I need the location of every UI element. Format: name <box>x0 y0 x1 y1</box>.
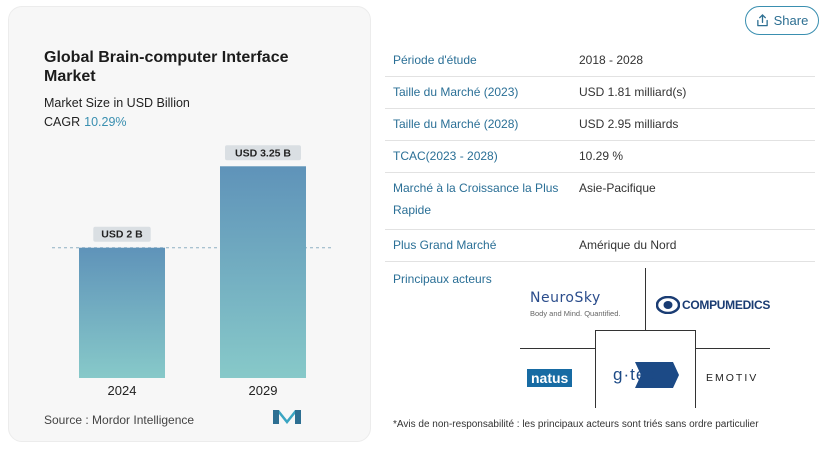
x-tick-label: 2024 <box>108 383 137 398</box>
gtec-logo-mark <box>635 362 679 388</box>
share-button[interactable]: Share <box>745 6 819 35</box>
row-value: USD 1.81 milliard(s) <box>579 85 687 99</box>
row-value: Asie-Pacifique <box>579 181 656 195</box>
emotiv-logo: EMOTIV <box>706 372 759 384</box>
gtec-logo: g·tec <box>611 360 679 390</box>
row-value: Amérique du Nord <box>579 238 677 252</box>
share-icon <box>756 14 768 27</box>
data-label-background <box>225 145 301 161</box>
chart-title: Global Brain-computer Interface Market <box>44 49 289 85</box>
data-label: USD 2 B <box>101 229 143 241</box>
grid-divider <box>520 348 595 349</box>
grid-divider <box>645 268 646 330</box>
share-label: Share <box>773 13 809 28</box>
bar-2029 <box>220 166 306 378</box>
data-label: USD 3.25 B <box>235 147 291 159</box>
table-row: Marché à la Croissance la Plus Rapide As… <box>385 173 815 230</box>
market-facts-table: Période d'étude 2018 - 2028 Taille du Ma… <box>385 45 815 262</box>
x-tick-label: 2029 <box>249 383 278 398</box>
compumedics-logo: COMPUMEDICS <box>656 296 770 314</box>
disclaimer-note: *Avis de non-responsabilité : les princi… <box>393 419 759 430</box>
mordor-intelligence-logo <box>273 410 301 424</box>
grid-divider <box>595 330 695 331</box>
compumedics-mark-icon <box>656 296 680 314</box>
neurosky-tagline: Body and Mind. Quantified. <box>530 309 621 318</box>
cagr-label: CAGR <box>44 115 81 129</box>
grid-divider <box>695 330 696 408</box>
source-note: Source : Mordor Intelligence <box>44 413 195 427</box>
data-label-background <box>93 226 151 242</box>
grid-divider <box>695 348 770 349</box>
table-row: Taille du Marché (2028) USD 2.95 milliar… <box>385 109 815 141</box>
row-value: USD 2.95 milliards <box>579 117 679 131</box>
chart-subtitle: Market Size in USD Billion <box>44 96 190 110</box>
row-label: TCAC(2023 - 2028) <box>393 149 498 163</box>
row-value: 10.29 % <box>579 149 624 163</box>
table-row: Taille du Marché (2023) USD 1.81 milliar… <box>385 77 815 109</box>
market-size-bar-chart: USD 2 B 2024 USD 3.25 B 2029 <box>52 145 334 398</box>
row-label: Taille du Marché (2028) <box>393 117 519 131</box>
table-row: Plus Grand Marché Amérique du Nord <box>385 230 815 262</box>
table-row: Période d'étude 2018 - 2028 <box>385 45 815 77</box>
table-row: TCAC(2023 - 2028) 10.29 % <box>385 141 815 173</box>
neurosky-wordmark: NeuroSky <box>530 290 601 306</box>
gtec-wordmark: g·tec <box>613 365 683 385</box>
row-label: Marché à la Croissance la Plus Rapide <box>393 181 559 217</box>
compumedics-wordmark: COMPUMEDICS <box>682 298 771 312</box>
gtec-wordmark-text: g·tec <box>613 365 656 384</box>
cagr-line: CAGR 10.29% <box>44 115 127 129</box>
row-value: 2018 - 2028 <box>579 53 644 67</box>
row-label: Période d'étude <box>393 53 477 67</box>
grid-divider <box>595 330 596 408</box>
key-players-label: Principaux acteurs <box>393 272 492 286</box>
neurosky-logo: NeuroSky Body and Mind. Quantified. <box>530 290 635 319</box>
cagr-value: 10.29% <box>84 115 127 129</box>
market-summary-card <box>8 6 371 442</box>
natus-logo: natus <box>527 369 573 387</box>
bar-2024 <box>79 247 165 378</box>
row-label: Plus Grand Marché <box>393 238 497 252</box>
row-label: Taille du Marché (2023) <box>393 85 519 99</box>
